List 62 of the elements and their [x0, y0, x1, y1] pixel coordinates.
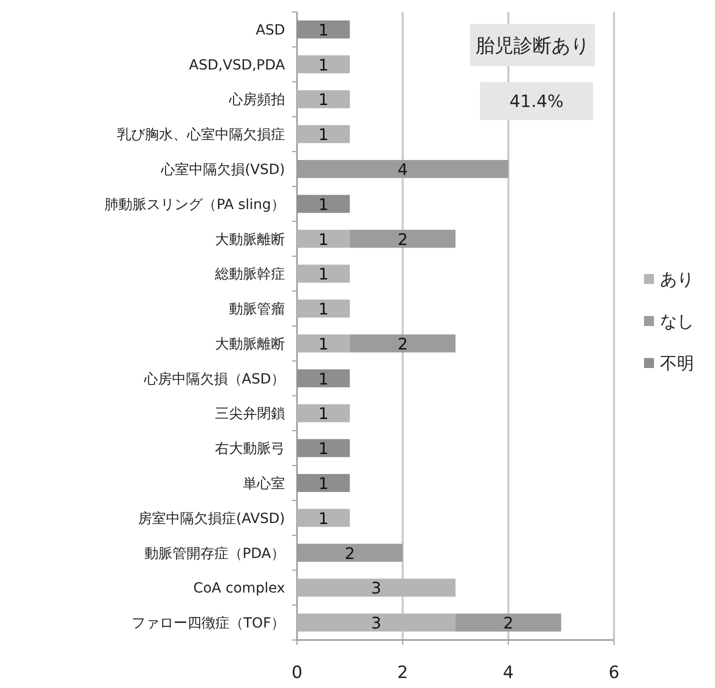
data-label: 2 [398, 230, 408, 249]
data-label: 1 [318, 334, 329, 354]
data-label: 1 [318, 300, 329, 319]
y-tick-label: 総動脈幹症 [214, 266, 285, 283]
y-tick-label: CoA complex [193, 580, 285, 597]
bar [297, 614, 456, 632]
data-label: 1 [318, 439, 329, 458]
data-label: 2 [503, 614, 514, 633]
y-tick-label: 動脈管開存症（PDA） [144, 546, 285, 562]
data-label: 1 [318, 508, 329, 528]
x-tick-label: 0 [292, 663, 302, 683]
x-tick-label: 2 [397, 663, 408, 683]
y-tick-label: 乳び胸水、心室中隔欠損症 [117, 127, 285, 144]
y-tick-label: 大動脈離断 [215, 336, 285, 352]
x-tick-label: 6 [608, 663, 620, 683]
bar [297, 264, 350, 283]
bar [297, 90, 350, 108]
data-label: 1 [318, 125, 329, 144]
bar [297, 508, 350, 527]
y-tick-label: 大動脈離断 [215, 232, 285, 248]
bar [297, 230, 350, 248]
data-label: 1 [318, 264, 329, 284]
bar [297, 55, 350, 74]
bar [297, 300, 350, 318]
bar [350, 230, 456, 248]
data-label: 1 [318, 20, 329, 40]
legend-label: あり [660, 270, 694, 290]
data-label: 1 [318, 474, 329, 493]
annotation: 胎児診断あり [476, 34, 590, 57]
data-label: 2 [344, 544, 355, 563]
data-label: 1 [318, 404, 329, 424]
data-label: 4 [398, 160, 408, 179]
x-tick-label: 4 [502, 663, 514, 683]
bar [456, 614, 562, 632]
y-tick-label: 単心室 [243, 476, 285, 492]
bar [297, 578, 456, 597]
y-tick-label: 右大動脈弓 [215, 441, 285, 458]
data-label: 2 [398, 334, 408, 354]
y-tick-label: 房室中隔欠損症(AVSD) [138, 510, 285, 527]
y-tick-label: 肺動脈スリング（PA sling） [104, 196, 285, 213]
y-tick-label: 心室中隔欠損(VSD) [160, 162, 285, 178]
y-tick-label: 心房頻拍 [228, 92, 285, 108]
y-tick-label: ASD,VSD,PDA [189, 57, 286, 74]
data-label: 1 [318, 55, 329, 74]
bar [297, 334, 350, 352]
data-label: 1 [318, 90, 329, 110]
data-label: 3 [371, 578, 382, 598]
bar [297, 125, 350, 144]
data-label: 3 [371, 614, 382, 633]
y-tick-label: ASD [256, 22, 285, 38]
legend-label: なし [660, 312, 694, 332]
legend-label: 不明 [660, 354, 694, 374]
y-tick-label: 三尖弁閉鎖 [215, 406, 285, 422]
y-tick-label: 心房中隔欠損（ASD） [142, 371, 285, 388]
y-tick-label: ファロー四徴症（TOF） [131, 616, 285, 632]
data-label: 1 [318, 369, 329, 388]
bar [350, 334, 456, 352]
y-tick-label: 動脈管瘤 [229, 302, 285, 318]
annotation: 41.4% [509, 92, 564, 112]
data-label: 1 [318, 230, 329, 249]
data-label: 1 [318, 194, 329, 214]
bar [297, 404, 350, 422]
